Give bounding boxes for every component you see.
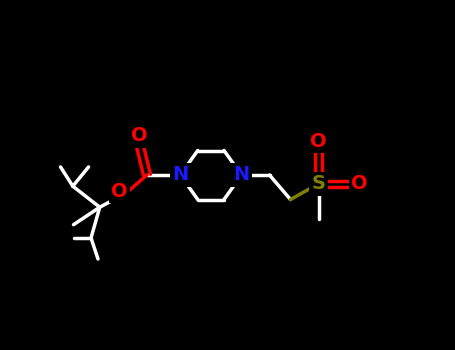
- Text: N: N: [172, 166, 188, 184]
- Text: S: S: [312, 174, 325, 193]
- Text: O: O: [351, 174, 368, 193]
- Text: O: O: [131, 126, 147, 145]
- Text: O: O: [310, 132, 327, 150]
- Text: N: N: [233, 166, 250, 184]
- Text: O: O: [111, 182, 128, 201]
